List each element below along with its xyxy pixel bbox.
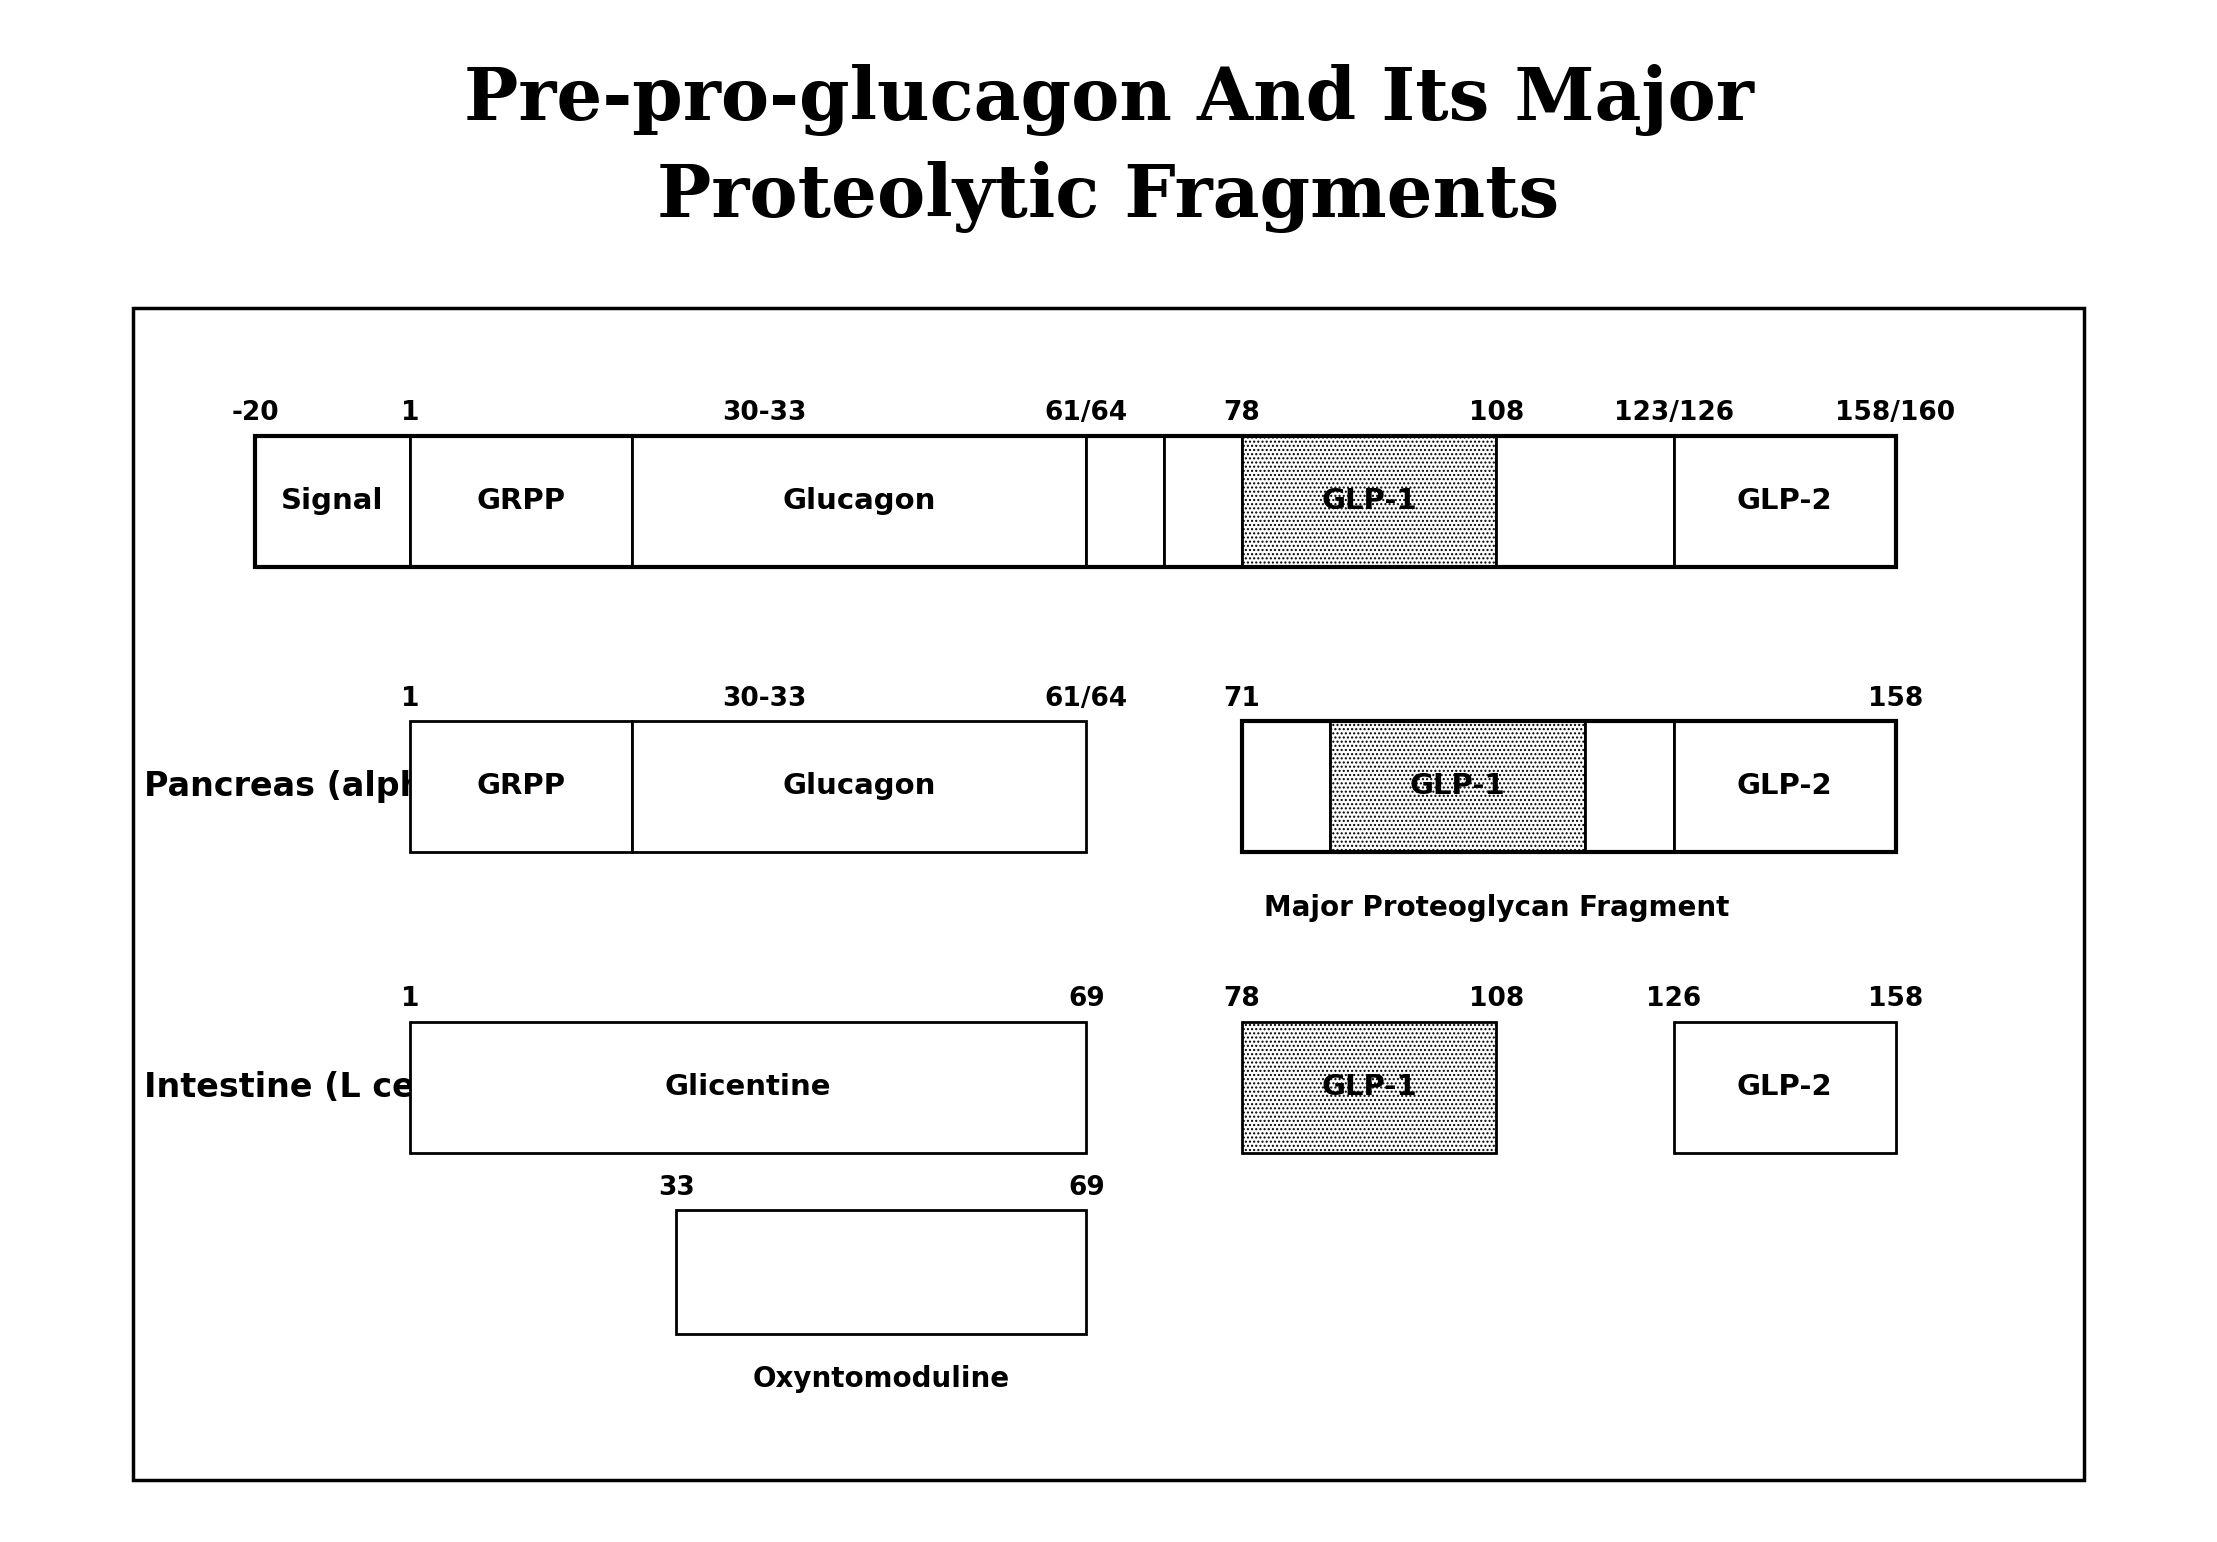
Bar [1496, 436, 1674, 566]
Text: GLP-1: GLP-1 [1321, 487, 1417, 515]
Text: 123/126: 123/126 [1614, 401, 1734, 427]
Text: Glucagon: Glucagon [783, 487, 936, 515]
Text: Proteolytic Fragments: Proteolytic Fragments [658, 162, 1559, 233]
Bar [1674, 1021, 1896, 1153]
Text: 69: 69 [1069, 1175, 1104, 1201]
Text: Signal: Signal [282, 487, 384, 515]
Bar [410, 722, 632, 851]
Bar [1242, 722, 1896, 851]
Bar [133, 308, 2084, 1480]
Text: Pre-pro-glucagon And Its Major: Pre-pro-glucagon And Its Major [463, 65, 1754, 136]
Text: Oxyntomoduline: Oxyntomoduline [754, 1365, 1009, 1392]
Text: GRPP: GRPP [477, 487, 565, 515]
Bar [255, 436, 1896, 566]
Text: 1: 1 [401, 401, 419, 427]
Text: Glucagon: Glucagon [783, 773, 936, 800]
Text: GLP-2: GLP-2 [1736, 1073, 1833, 1101]
Text: 71: 71 [1224, 686, 1259, 712]
Text: 69: 69 [1069, 987, 1104, 1013]
Text: 126: 126 [1647, 987, 1700, 1013]
Text: 78: 78 [1224, 987, 1259, 1013]
Bar [1330, 722, 1585, 851]
Text: 30-33: 30-33 [723, 686, 807, 712]
Text: 158/160: 158/160 [1836, 401, 1955, 427]
Text: Intestine (L cells): Intestine (L cells) [144, 1070, 472, 1104]
Text: 158: 158 [1869, 987, 1922, 1013]
Bar [1242, 436, 1496, 566]
Text: 108: 108 [1470, 987, 1523, 1013]
Text: Glicentine: Glicentine [665, 1073, 831, 1101]
Text: GLP-2: GLP-2 [1736, 773, 1833, 800]
Bar [1585, 722, 1674, 851]
Text: 61/64: 61/64 [1044, 686, 1128, 712]
Text: 108: 108 [1470, 401, 1523, 427]
Text: -20: -20 [231, 401, 279, 427]
Text: Pancreas (alpha cells): Pancreas (alpha cells) [144, 769, 559, 803]
Bar [1242, 1021, 1496, 1153]
Bar [632, 722, 1086, 851]
Bar [410, 1021, 1086, 1153]
Text: 33: 33 [658, 1175, 694, 1201]
Text: 30-33: 30-33 [723, 401, 807, 427]
Bar [255, 436, 410, 566]
Text: 158: 158 [1869, 686, 1922, 712]
Text: Major Proteoglycan Fragment: Major Proteoglycan Fragment [1264, 894, 1729, 922]
Bar [1674, 436, 1896, 566]
Text: 78: 78 [1224, 401, 1259, 427]
Text: GLP-2: GLP-2 [1736, 487, 1833, 515]
Text: 61/64: 61/64 [1044, 401, 1128, 427]
Text: GLP-1: GLP-1 [1410, 773, 1505, 800]
Bar [676, 1210, 1086, 1334]
Bar [632, 436, 1086, 566]
Text: 1: 1 [401, 686, 419, 712]
Bar [1164, 436, 1242, 566]
Bar [410, 436, 632, 566]
Bar [1674, 722, 1896, 851]
Bar [1086, 436, 1164, 566]
Bar [1242, 722, 1330, 851]
Text: 1: 1 [401, 987, 419, 1013]
Text: GRPP: GRPP [477, 773, 565, 800]
Text: GLP-1: GLP-1 [1321, 1073, 1417, 1101]
